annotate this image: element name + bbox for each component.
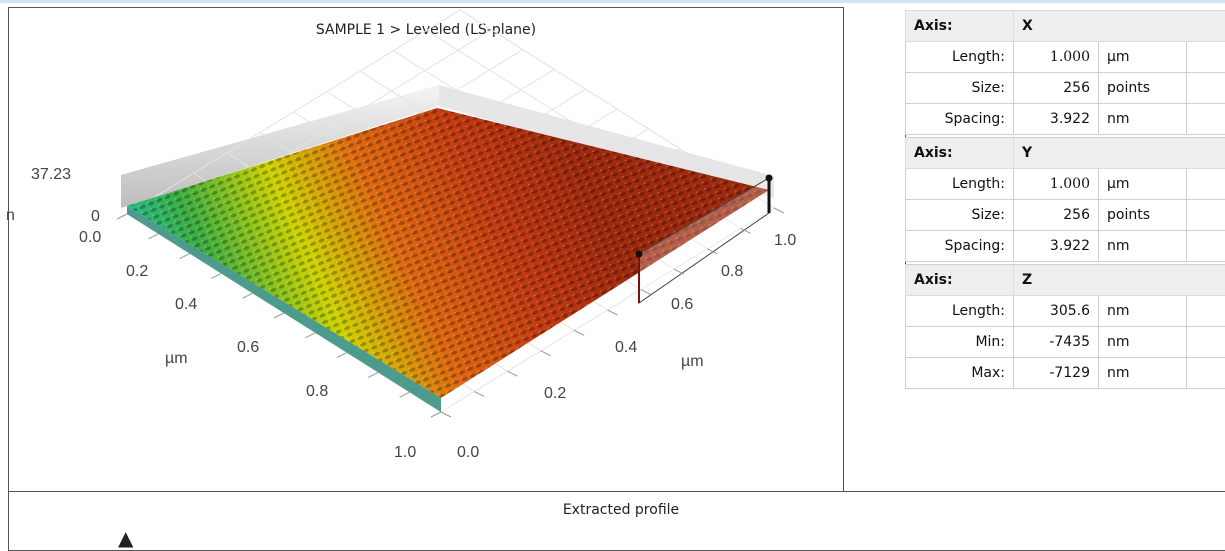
- left-axis-tick-5: 1.0: [394, 444, 416, 462]
- row-label: Length:: [906, 169, 1014, 200]
- left-axis-tick-0: 0.0: [79, 229, 101, 247]
- row-value: 256: [1014, 200, 1099, 231]
- left-axis-tick-4: 0.8: [306, 383, 328, 401]
- row-value: -7129: [1014, 358, 1099, 389]
- z-min-label: 0: [91, 208, 100, 226]
- axis-y-name: Y: [1014, 138, 1225, 169]
- surface-3d-view[interactable]: SAMPLE 1 > Leveled (LS-plane): [8, 7, 844, 492]
- axis-x-header: Axis: X: [906, 11, 1225, 42]
- row-value: 3.922: [1014, 104, 1099, 135]
- axis-x-name: X: [1014, 11, 1225, 42]
- row-unit: µm: [1099, 42, 1187, 73]
- profile-start-handle[interactable]: [636, 251, 643, 258]
- axis-tick: [305, 333, 315, 338]
- axis-tick: [148, 234, 158, 239]
- axis-tick: [431, 412, 441, 417]
- row-unit: nm: [1099, 104, 1187, 135]
- row-label: Size:: [906, 73, 1014, 104]
- row-unit: µm: [1099, 169, 1187, 200]
- table-row: Length: 305.6 nm: [906, 296, 1225, 327]
- axis-tick: [243, 293, 253, 298]
- row-unit: nm: [1099, 296, 1187, 327]
- axis-tick: [274, 313, 284, 318]
- row-value: 1.000: [1014, 42, 1099, 73]
- axis-tick: [541, 351, 551, 356]
- row-value: 256: [1014, 73, 1099, 104]
- row-unit: nm: [1099, 358, 1187, 389]
- row-value: -7435: [1014, 327, 1099, 358]
- row-unit: nm: [1099, 327, 1187, 358]
- z-max-label: 37.23: [31, 166, 71, 184]
- axis-y-header: Axis: Y: [906, 138, 1225, 169]
- surface-plot-canvas[interactable]: [9, 8, 845, 493]
- row-unit: nm: [1099, 231, 1187, 262]
- right-axis-unit: µm: [681, 353, 704, 371]
- right-axis-tick-2: 0.4: [615, 339, 637, 357]
- axis-z-header: Axis: Z: [906, 265, 1225, 296]
- axis-tick: [474, 392, 484, 397]
- row-label: Length:: [906, 296, 1014, 327]
- axis-tick: [400, 392, 410, 397]
- left-axis-unit: µm: [165, 350, 188, 368]
- axis-tick: [117, 214, 127, 219]
- right-axis-tick-5: 1.0: [774, 232, 796, 250]
- table-row: Length: 1.000 µm: [906, 42, 1225, 73]
- axis-tick: [441, 412, 451, 417]
- right-axis-tick-4: 0.8: [721, 263, 743, 281]
- axis-tick: [368, 372, 378, 377]
- row-unit: points: [1099, 200, 1187, 231]
- axis-header-label: Axis:: [906, 11, 1014, 42]
- table-row: Size: 256 points: [906, 73, 1225, 104]
- row-label: Spacing:: [906, 104, 1014, 135]
- table-row: Length: 1.000 µm: [906, 169, 1225, 200]
- row-value: 1.000: [1014, 169, 1099, 200]
- profile-end-handle[interactable]: [766, 175, 773, 182]
- row-label: Min:: [906, 327, 1014, 358]
- axis-header-label: Axis:: [906, 138, 1014, 169]
- window-top-border: [0, 0, 1225, 3]
- row-label: Size:: [906, 200, 1014, 231]
- extracted-profile-panel[interactable]: Extracted profile ▲: [8, 491, 1225, 551]
- arrow-up-icon: ▲: [118, 526, 133, 550]
- left-axis-tick-1: 0.2: [126, 263, 148, 281]
- row-label: Max:: [906, 358, 1014, 389]
- row-label: Length:: [906, 42, 1014, 73]
- axis-z-name: Z: [1014, 265, 1225, 296]
- left-axis-tick-2: 0.4: [175, 296, 197, 314]
- table-row: Max: -7129 nm: [906, 358, 1225, 389]
- row-unit: points: [1099, 73, 1187, 104]
- axis-tick: [508, 371, 518, 376]
- table-row: Spacing: 3.922 nm: [906, 104, 1225, 135]
- dimensions-info-table: Axis: X Length: 1.000 µm Size: 256 point…: [905, 10, 1225, 389]
- axis-tick: [574, 330, 584, 335]
- row-value: 305.6: [1014, 296, 1099, 327]
- table-row: Size: 256 points: [906, 200, 1225, 231]
- axis-tick: [180, 254, 190, 259]
- axis-tick: [774, 208, 784, 213]
- axis-tick: [337, 353, 347, 358]
- table-row: Min: -7435 nm: [906, 327, 1225, 358]
- left-axis-tick-3: 0.6: [237, 339, 259, 357]
- row-label: Spacing:: [906, 231, 1014, 262]
- right-axis-tick-1: 0.2: [544, 385, 566, 403]
- right-axis-tick-3: 0.6: [671, 296, 693, 314]
- axis-tick: [608, 310, 618, 315]
- profile-title: Extracted profile: [9, 502, 1225, 518]
- axis-tick: [211, 273, 221, 278]
- right-axis-tick-0: 0.0: [457, 444, 479, 462]
- row-value: 3.922: [1014, 231, 1099, 262]
- axis-header-label: Axis:: [906, 265, 1014, 296]
- table-row: Spacing: 3.922 nm: [906, 231, 1225, 262]
- z-unit-label: n: [6, 207, 15, 225]
